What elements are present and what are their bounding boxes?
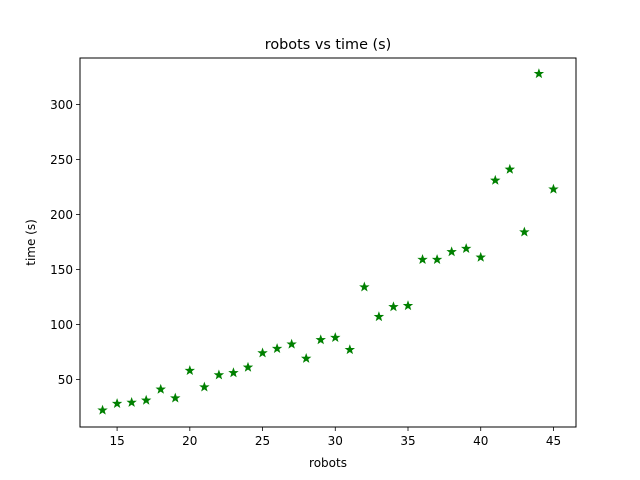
y-tick-label: 300 <box>50 98 73 112</box>
chart-title: robots vs time (s) <box>265 37 391 53</box>
y-axis: 50 100 150 200 250 300 <box>50 98 80 387</box>
y-tick-label: 50 <box>58 373 73 387</box>
data-point <box>242 361 254 372</box>
y-tick-label: 100 <box>50 318 73 332</box>
data-point <box>170 392 181 403</box>
data-point <box>460 243 472 253</box>
data-point <box>155 383 166 394</box>
x-tick-label: 40 <box>473 434 488 448</box>
x-tick-label: 20 <box>182 434 197 448</box>
x-tick-label: 30 <box>328 434 343 448</box>
data-point <box>97 404 108 415</box>
x-axis-label: robots <box>309 456 347 470</box>
y-axis-label: time (s) <box>24 219 38 266</box>
data-point <box>519 226 530 237</box>
data-point <box>359 281 370 292</box>
data-points <box>97 68 559 415</box>
y-tick-label: 200 <box>50 208 73 222</box>
y-tick-label: 250 <box>50 153 73 167</box>
data-point <box>431 254 443 264</box>
x-tick-label: 25 <box>255 434 270 448</box>
data-point <box>199 381 210 392</box>
x-axis: 15 20 25 30 35 40 45 <box>109 427 561 448</box>
y-tick-label: 150 <box>50 263 73 277</box>
x-tick-label: 45 <box>546 434 561 448</box>
data-point <box>504 163 516 174</box>
data-point <box>257 347 268 358</box>
data-point <box>213 369 225 380</box>
plot-area <box>79 57 577 428</box>
x-tick-label: 15 <box>109 434 124 448</box>
data-point <box>271 343 283 354</box>
data-point <box>373 311 385 322</box>
data-point <box>548 183 559 194</box>
data-point <box>315 334 326 345</box>
data-point <box>475 251 486 262</box>
data-point <box>344 344 356 355</box>
x-tick-label: 35 <box>400 434 415 448</box>
data-point <box>402 300 414 311</box>
data-point <box>533 68 545 79</box>
data-point <box>417 254 428 264</box>
data-point <box>111 398 123 409</box>
data-point <box>140 394 152 405</box>
data-point <box>126 397 137 407</box>
data-point <box>446 246 457 257</box>
data-point <box>228 367 239 378</box>
data-point <box>330 332 341 343</box>
data-point <box>300 353 312 363</box>
data-point <box>490 174 501 185</box>
data-point <box>286 338 297 349</box>
data-point <box>184 365 196 376</box>
data-point <box>388 301 399 312</box>
